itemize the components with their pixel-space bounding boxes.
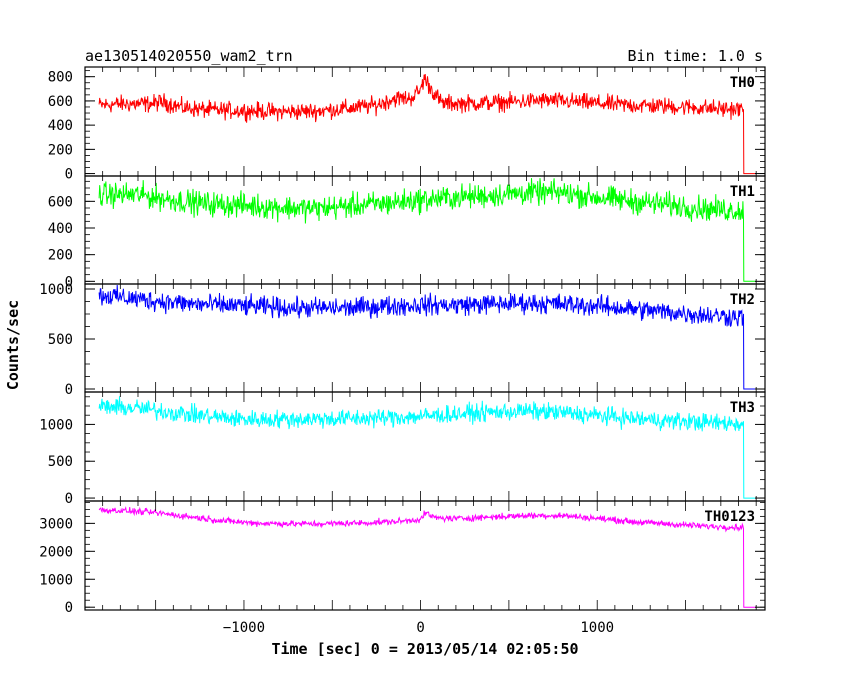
x-tick-label: −1000 bbox=[223, 620, 265, 636]
panel-label-th0: TH0 bbox=[730, 75, 755, 91]
series-line-th0 bbox=[98, 73, 757, 175]
panel-label-th1: TH1 bbox=[730, 184, 755, 200]
series-line-th0123 bbox=[98, 506, 757, 608]
y-tick-label: 600 bbox=[48, 194, 73, 210]
y-tick-label: 400 bbox=[48, 221, 73, 237]
series-line-th1 bbox=[98, 178, 757, 282]
y-tick-label: 400 bbox=[48, 118, 73, 134]
y-axis-label: Counts/sec bbox=[4, 300, 22, 390]
x-tick-label: 0 bbox=[416, 620, 424, 636]
y-tick-label: 0 bbox=[65, 382, 73, 398]
panel-label-th3: TH3 bbox=[730, 400, 755, 416]
y-tick-label: 0 bbox=[65, 600, 73, 616]
x-axis: −1000 0 1000 bbox=[223, 620, 614, 636]
series-line-th2 bbox=[98, 284, 757, 390]
panel-th0123: 0 1000 2000 3000 TH0123 bbox=[39, 500, 766, 616]
panel-th3: 0 500 1000 TH3 bbox=[39, 391, 766, 507]
panel-frame bbox=[84, 500, 766, 611]
y-tick-label: 0 bbox=[65, 167, 73, 183]
y-tick-label: 0 bbox=[65, 274, 73, 290]
bin-time-label: Bin time: 1.0 s bbox=[628, 47, 763, 65]
y-tick-label: 1000 bbox=[39, 282, 73, 298]
y-tick-label: 0 bbox=[65, 491, 73, 507]
panel-th1: 0 200 400 600 TH1 bbox=[48, 175, 766, 290]
y-tick-label: 200 bbox=[48, 142, 73, 158]
x-tick-label: 1000 bbox=[580, 620, 614, 636]
panels: 0 200 400 600 800 TH0 0 200 400 600 TH1 0 500 1000 TH2… bbox=[39, 66, 766, 616]
x-axis-label: Time [sec] 0 = 2013/05/14 02:05:50 bbox=[271, 640, 578, 658]
y-tick-label: 200 bbox=[48, 248, 73, 264]
panel-th2: 0 500 1000 TH2 bbox=[39, 282, 766, 398]
y-tick-label: 1000 bbox=[39, 572, 73, 588]
panel-frame bbox=[84, 391, 766, 502]
y-tick-label: 500 bbox=[48, 454, 73, 470]
series-line-th3 bbox=[98, 396, 757, 499]
panel-frame bbox=[84, 66, 766, 177]
panel-label-th0123: TH0123 bbox=[704, 509, 755, 525]
panel-label-th2: TH2 bbox=[730, 292, 755, 308]
y-tick-label: 1000 bbox=[39, 417, 73, 433]
y-tick-label: 600 bbox=[48, 94, 73, 110]
y-tick-label: 500 bbox=[48, 332, 73, 348]
chart-title: ae130514020550_wam2_trn bbox=[85, 47, 293, 65]
panel-th0: 0 200 400 600 800 TH0 bbox=[48, 66, 766, 183]
y-tick-label: 800 bbox=[48, 70, 73, 86]
y-tick-label: 2000 bbox=[39, 544, 73, 560]
y-tick-label: 3000 bbox=[39, 516, 73, 532]
